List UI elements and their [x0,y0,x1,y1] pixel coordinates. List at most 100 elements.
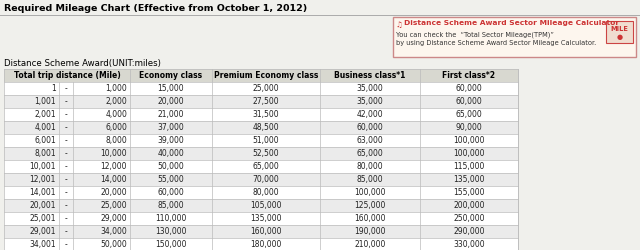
Text: 160,000: 160,000 [355,214,386,223]
Text: 1,000: 1,000 [105,84,127,93]
Text: 39,000: 39,000 [157,136,184,145]
Text: 35,000: 35,000 [356,97,383,106]
Text: 1: 1 [51,84,56,93]
Text: Business class*1: Business class*1 [334,71,406,80]
Text: 100,000: 100,000 [453,149,484,158]
Text: 20,001: 20,001 [29,201,56,210]
Text: 8,000: 8,000 [105,136,127,145]
Text: 135,000: 135,000 [453,175,484,184]
Text: 250,000: 250,000 [453,214,484,223]
Text: 2,000: 2,000 [105,97,127,106]
Text: 65,000: 65,000 [456,110,483,119]
Text: 12,000: 12,000 [100,162,127,171]
Text: 6,000: 6,000 [105,123,127,132]
Text: -: - [65,201,67,210]
Bar [606,21,633,43]
Text: 51,000: 51,000 [253,136,279,145]
Bar [4,95,518,108]
Text: 160,000: 160,000 [250,227,282,236]
Bar [4,121,518,134]
Text: 10,000: 10,000 [100,149,127,158]
Text: -: - [65,162,67,171]
Text: 100,000: 100,000 [453,136,484,145]
Text: -: - [65,84,67,93]
Bar [4,173,518,186]
Text: 25,000: 25,000 [253,84,279,93]
Text: 100,000: 100,000 [355,188,386,197]
Text: 52,500: 52,500 [253,149,279,158]
Bar [4,212,518,225]
Text: -: - [65,97,67,106]
Text: 190,000: 190,000 [355,227,386,236]
Text: 105,000: 105,000 [250,201,282,210]
Text: 27,500: 27,500 [253,97,279,106]
Text: -: - [65,175,67,184]
Bar [4,82,518,95]
Text: -: - [65,214,67,223]
Text: 60,000: 60,000 [356,123,383,132]
Text: ♫: ♫ [396,20,403,29]
Text: 90,000: 90,000 [456,123,483,132]
Text: 40,000: 40,000 [157,149,184,158]
Text: 150,000: 150,000 [156,240,187,249]
Bar [4,225,518,238]
Text: 155,000: 155,000 [453,188,484,197]
Text: 200,000: 200,000 [453,201,484,210]
Text: -: - [65,123,67,132]
Text: 31,500: 31,500 [253,110,279,119]
Text: MILE: MILE [611,26,628,32]
Text: 21,000: 21,000 [157,110,184,119]
Text: 42,000: 42,000 [356,110,383,119]
Text: 85,000: 85,000 [356,175,383,184]
Text: 34,001: 34,001 [29,240,56,249]
Text: 290,000: 290,000 [453,227,484,236]
Text: 4,000: 4,000 [105,110,127,119]
Text: -: - [65,227,67,236]
Bar [4,160,518,173]
Text: 115,000: 115,000 [453,162,484,171]
Text: 29,000: 29,000 [100,214,127,223]
Text: 4,001: 4,001 [35,123,56,132]
Text: Distance Scheme Award Sector Mileage Calculator: Distance Scheme Award Sector Mileage Cal… [404,20,619,26]
Text: 10,001: 10,001 [29,162,56,171]
Text: 110,000: 110,000 [156,214,187,223]
Bar [4,238,518,250]
Text: 14,001: 14,001 [29,188,56,197]
Text: 35,000: 35,000 [356,84,383,93]
Bar [4,69,518,82]
Text: 34,000: 34,000 [100,227,127,236]
Bar [4,199,518,212]
Text: 20,000: 20,000 [100,188,127,197]
Text: Economy class: Economy class [140,71,203,80]
Text: 55,000: 55,000 [157,175,184,184]
Text: Required Mileage Chart (Effective from October 1, 2012): Required Mileage Chart (Effective from O… [4,4,307,13]
Bar [4,108,518,121]
Text: 125,000: 125,000 [355,201,386,210]
Text: 330,000: 330,000 [453,240,485,249]
Text: 80,000: 80,000 [356,162,383,171]
Text: 60,000: 60,000 [456,97,483,106]
Text: 8,001: 8,001 [35,149,56,158]
Text: 50,000: 50,000 [100,240,127,249]
Text: -: - [65,110,67,119]
Text: 6,001: 6,001 [35,136,56,145]
Text: 210,000: 210,000 [355,240,386,249]
Text: 14,000: 14,000 [100,175,127,184]
Text: -: - [65,136,67,145]
Text: 65,000: 65,000 [253,162,280,171]
Text: 63,000: 63,000 [356,136,383,145]
Text: 60,000: 60,000 [157,188,184,197]
Text: 135,000: 135,000 [250,214,282,223]
Text: by using Distance Scheme Award Sector Mileage Calculator.: by using Distance Scheme Award Sector Mi… [396,40,596,46]
Text: 25,001: 25,001 [29,214,56,223]
Text: 12,001: 12,001 [29,175,56,184]
Text: Premium Economy class: Premium Economy class [214,71,318,80]
Text: First class*2: First class*2 [442,71,495,80]
Text: 60,000: 60,000 [456,84,483,93]
Text: 80,000: 80,000 [253,188,279,197]
Text: 20,000: 20,000 [157,97,184,106]
Text: 180,000: 180,000 [250,240,282,249]
Text: Distance Scheme Award(UNIT:miles): Distance Scheme Award(UNIT:miles) [4,59,161,68]
Text: 85,000: 85,000 [157,201,184,210]
Text: 65,000: 65,000 [356,149,383,158]
